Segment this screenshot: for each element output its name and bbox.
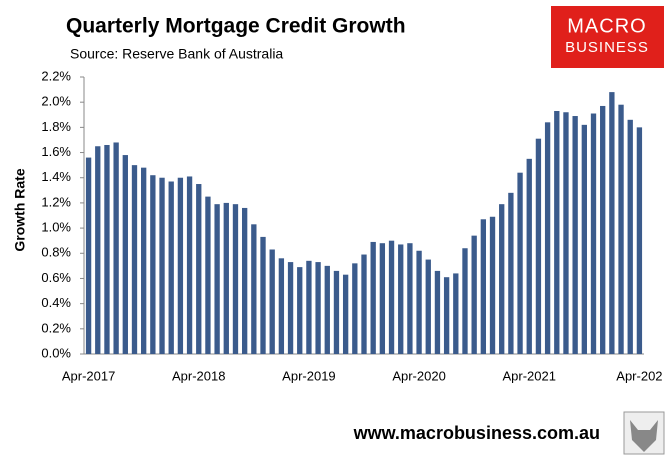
x-tick-label: Apr-2017 bbox=[62, 368, 115, 383]
bar bbox=[223, 202, 229, 354]
x-tick-label: Apr-2021 bbox=[503, 368, 556, 383]
bar bbox=[297, 267, 303, 354]
y-tick-label: 0.2% bbox=[41, 320, 71, 335]
bar bbox=[342, 274, 349, 354]
bar bbox=[407, 243, 413, 354]
bar bbox=[618, 104, 624, 354]
bar bbox=[535, 138, 542, 354]
y-axis-title: Growth Rate bbox=[12, 168, 28, 251]
bar bbox=[563, 112, 569, 354]
icon-shape bbox=[630, 420, 658, 452]
wolf-icon bbox=[623, 411, 665, 455]
y-tick-label: 1.2% bbox=[41, 194, 71, 209]
bar bbox=[462, 248, 468, 354]
bar bbox=[269, 249, 275, 354]
bar bbox=[177, 177, 184, 354]
bar bbox=[471, 235, 477, 354]
y-tick-label: 0.0% bbox=[41, 345, 71, 360]
chart-subtitle: Source: Reserve Bank of Australia bbox=[70, 46, 283, 62]
bar bbox=[361, 254, 367, 354]
bar bbox=[196, 184, 202, 354]
bar bbox=[131, 165, 138, 354]
y-tick-label: 1.6% bbox=[41, 144, 71, 159]
bar bbox=[480, 219, 487, 354]
bar bbox=[104, 144, 110, 354]
chart-title: Quarterly Mortgage Credit Growth bbox=[66, 15, 406, 38]
bar bbox=[141, 167, 147, 354]
x-tick-label: Apr-2020 bbox=[392, 368, 445, 383]
x-tick-label: Apr-2018 bbox=[172, 368, 225, 383]
y-tick-label: 0.4% bbox=[41, 295, 71, 310]
bar bbox=[544, 122, 551, 354]
bar bbox=[398, 244, 404, 354]
bar bbox=[241, 207, 248, 354]
bar bbox=[122, 155, 128, 354]
bar bbox=[627, 119, 633, 355]
bar bbox=[251, 224, 257, 354]
bar bbox=[379, 243, 386, 354]
y-tick-label: 2.0% bbox=[41, 94, 71, 109]
bar bbox=[434, 270, 441, 354]
x-tick-label: Apr-2019 bbox=[282, 368, 335, 383]
footer-url: www.macrobusiness.com.au bbox=[353, 423, 600, 443]
bar bbox=[287, 262, 294, 354]
bar bbox=[352, 263, 358, 354]
bar bbox=[572, 116, 578, 354]
bar bbox=[636, 127, 643, 354]
bar bbox=[205, 196, 211, 354]
bar bbox=[453, 273, 459, 354]
bar bbox=[306, 260, 312, 354]
bar bbox=[324, 265, 330, 354]
bar bbox=[526, 158, 532, 354]
x-tick-label: Apr-202 bbox=[616, 368, 662, 383]
bar bbox=[260, 236, 266, 354]
y-tick-label: 1.0% bbox=[41, 220, 71, 235]
bar bbox=[499, 204, 505, 354]
bar bbox=[113, 142, 119, 354]
bar bbox=[370, 241, 376, 354]
bar bbox=[95, 146, 101, 354]
bar bbox=[609, 92, 615, 354]
logo-text: BUSINESS bbox=[565, 39, 649, 56]
bar bbox=[388, 240, 395, 354]
bar bbox=[489, 216, 496, 354]
bar bbox=[554, 110, 560, 354]
logo-box bbox=[551, 6, 664, 68]
bar bbox=[600, 105, 606, 354]
y-tick-label: 1.8% bbox=[41, 119, 71, 134]
y-tick-label: 1.4% bbox=[41, 169, 71, 184]
bar bbox=[159, 177, 165, 354]
logo: MACRO BUSINESS bbox=[551, 6, 664, 68]
bar bbox=[508, 192, 514, 354]
bar bbox=[315, 262, 321, 354]
bar bbox=[590, 113, 597, 354]
bar bbox=[214, 204, 220, 354]
y-tick-label: 2.2% bbox=[41, 68, 71, 83]
bar bbox=[168, 181, 174, 354]
y-tick-label: 0.8% bbox=[41, 245, 71, 260]
bar bbox=[232, 204, 239, 354]
logo-text: MACRO bbox=[567, 15, 646, 37]
bar bbox=[581, 124, 587, 354]
bar bbox=[517, 172, 523, 354]
bar bbox=[278, 258, 285, 354]
bar bbox=[443, 277, 450, 354]
bar bbox=[333, 270, 340, 354]
bar bbox=[186, 176, 193, 354]
bar bbox=[425, 259, 431, 354]
y-tick-label: 0.6% bbox=[41, 270, 71, 285]
bar bbox=[150, 175, 156, 354]
bar bbox=[85, 157, 92, 354]
bar bbox=[416, 250, 422, 354]
